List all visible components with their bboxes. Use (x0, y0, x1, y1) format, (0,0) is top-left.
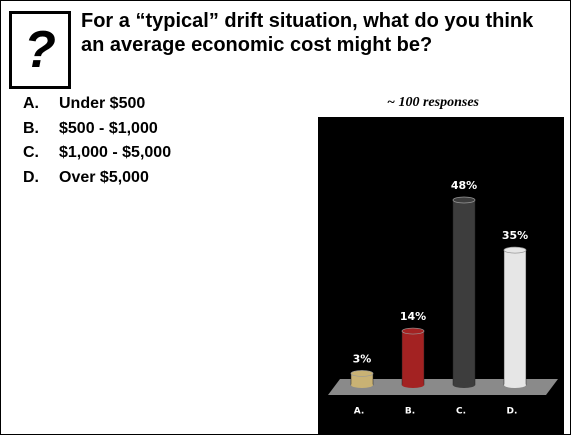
option-letter: D. (23, 168, 39, 186)
bar-base (453, 382, 475, 388)
question: For a “typical” drift situation, what do… (81, 10, 534, 56)
option-letter: B. (23, 119, 39, 137)
options: A. Under $500 B. $500 - $1,000 C. $1,000 - $5… (23, 95, 171, 193)
bar-base (504, 382, 526, 388)
floor (328, 379, 558, 395)
bar-top (401, 327, 425, 335)
value-label: 3% (353, 352, 372, 365)
option-letter: A. (23, 95, 39, 112)
note: ~ 100 responses (387, 95, 479, 110)
x-tick-label: C. (456, 407, 466, 417)
x-tick-label: A. (354, 407, 365, 417)
option: B. $500 - $1,000 (23, 120, 171, 145)
bar-base (351, 382, 373, 388)
value-label: 35% (502, 229, 528, 242)
option: D. Over $5,000 (23, 169, 171, 194)
option-text: $1,000 - $5,000 (59, 144, 172, 161)
bar (503, 249, 527, 386)
chart: 3% A. 14% B. 48% C. 35% D. (318, 117, 564, 434)
option-text: Under $500 (59, 95, 146, 112)
option-text: Over $5,000 (59, 168, 149, 186)
value-label: 14% (400, 310, 426, 323)
bar-base (402, 382, 424, 388)
bar-top (503, 246, 527, 254)
x-tick-label: B. (405, 407, 415, 417)
option-letter: C. (23, 144, 39, 161)
option: C. $1,000 - $5,000 (23, 144, 171, 169)
bar (452, 199, 476, 386)
bar-top (452, 196, 476, 204)
bar (401, 330, 425, 386)
option: A. Under $500 (23, 95, 171, 120)
option-text: $500 - $1,000 (59, 119, 158, 137)
x-tick-label: D. (507, 407, 518, 417)
bar-top (350, 370, 374, 377)
value-label: 48% (451, 179, 477, 192)
question-icon: ? (9, 11, 71, 89)
